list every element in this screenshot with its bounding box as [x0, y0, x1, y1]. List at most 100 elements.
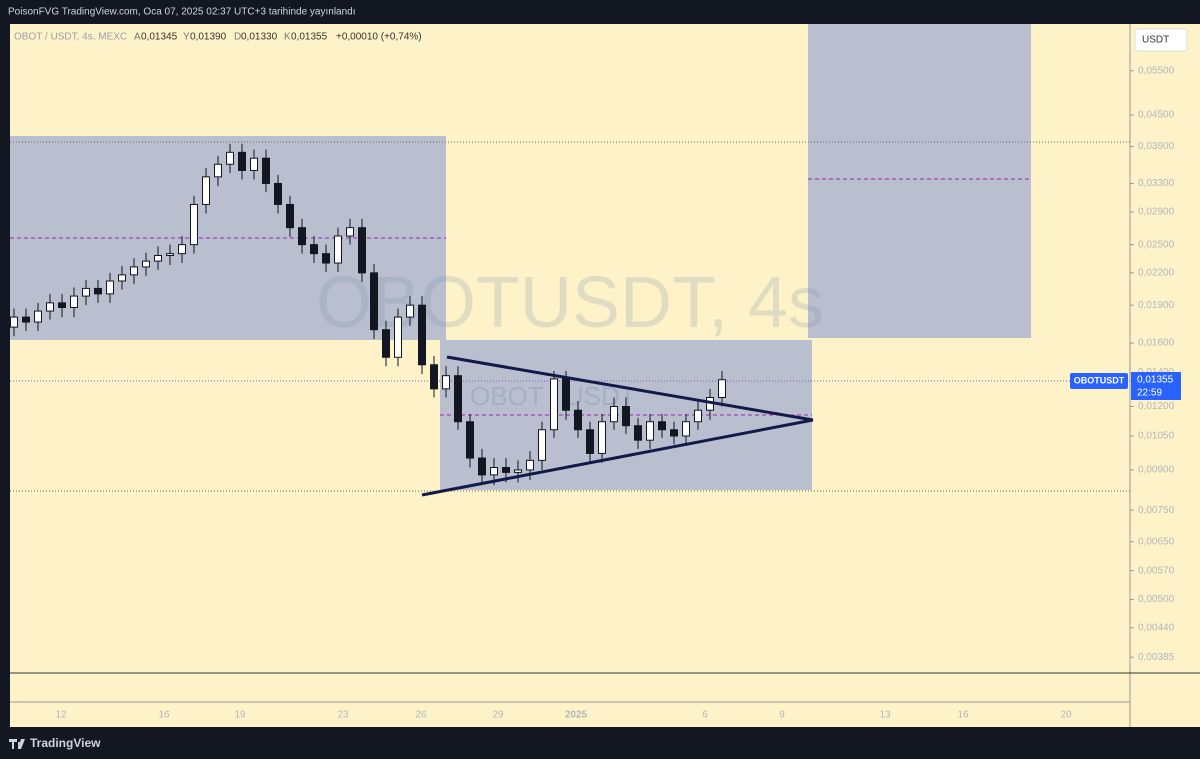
candle-body	[286, 203, 294, 229]
price-axis-background	[1130, 24, 1200, 702]
x-tick-label: 16	[158, 710, 170, 721]
candle-body	[310, 244, 318, 255]
candle-body	[118, 274, 126, 282]
candle-body	[646, 421, 654, 441]
y-tick-label: 0,02900	[1138, 207, 1175, 218]
x-tick-label: 9	[779, 710, 785, 721]
candle-body	[298, 227, 306, 246]
candle-body	[34, 310, 42, 323]
y-tick-label: 0,01200	[1138, 401, 1175, 412]
y-tick-label: 0,04500	[1138, 110, 1175, 121]
trend-line	[421, 418, 814, 497]
candle-body	[550, 378, 558, 431]
y-tick-label: 0,00385	[1138, 652, 1175, 663]
candle-body	[274, 182, 282, 205]
candle-body	[22, 316, 30, 323]
candle-body	[574, 409, 582, 431]
x-tick-label: 2025	[565, 710, 588, 721]
candle-body	[130, 266, 138, 276]
ohlc-value: 0,01390	[190, 32, 227, 43]
candle-body	[514, 469, 522, 473]
candle-body	[634, 425, 642, 441]
candle-body	[610, 406, 618, 423]
currency-button-label[interactable]: USDT	[1142, 35, 1169, 46]
x-tick-label: 29	[492, 710, 504, 721]
candle-body	[682, 421, 690, 437]
candle-body	[538, 429, 546, 461]
logo	[9, 739, 25, 749]
candle-body	[154, 255, 162, 262]
candle-body	[658, 421, 666, 431]
candle-body	[94, 287, 102, 295]
ohlc-label: Y	[183, 32, 190, 43]
candle-body	[166, 253, 174, 257]
ohlc-label: D	[234, 32, 241, 43]
legend: OBOT / USDT, 4s, MEXC A 0,01345 Y 0,0139…	[14, 32, 422, 43]
candle-body	[718, 379, 726, 399]
currency-button[interactable]	[1134, 28, 1188, 52]
candle-body	[262, 157, 270, 184]
y-tick-label: 0,03900	[1138, 141, 1175, 152]
x-tick-label: 23	[337, 710, 349, 721]
candle-body	[466, 421, 474, 459]
y-tick-label: 0,00650	[1138, 536, 1175, 547]
candle-body	[490, 467, 498, 476]
y-tick-label: 0,05500	[1138, 65, 1175, 76]
candle-body	[58, 302, 66, 309]
candle-body	[106, 280, 114, 295]
x-tick-label: 26	[415, 710, 427, 721]
candle-body	[622, 406, 630, 427]
publisher: PoisonFVG TradingView.com, Oca 07, 2025 …	[8, 7, 356, 18]
candle-body	[358, 227, 366, 274]
candle-body	[142, 260, 150, 268]
price-tag	[1131, 372, 1181, 400]
candle-body	[418, 304, 426, 366]
candle-body	[502, 467, 510, 473]
candle-body	[226, 151, 234, 165]
ohlc-value: 0,01330	[241, 32, 278, 43]
candle-body	[10, 316, 18, 328]
candle-body	[370, 272, 378, 331]
y-tick-label: 0,00570	[1138, 565, 1175, 576]
candle-body	[214, 163, 222, 178]
triangle	[421, 355, 814, 497]
candle-body	[562, 378, 570, 411]
candle-body	[430, 364, 438, 390]
brand: TradingView	[30, 736, 101, 750]
candle-body	[250, 157, 258, 171]
y-tick-label: 0,00440	[1138, 622, 1175, 633]
x-tick-label: 20	[1060, 710, 1072, 721]
x-tick-label: 16	[957, 710, 969, 721]
time-axis-background	[10, 702, 1200, 727]
x-tick-label: 12	[55, 710, 67, 721]
candle-body	[454, 375, 462, 423]
candle-body	[694, 409, 702, 423]
x-tick-label: 6	[702, 710, 708, 721]
y-tick-label: 0,01900	[1138, 300, 1175, 311]
candle-body	[670, 429, 678, 437]
y-tick-label: 0,01600	[1138, 338, 1175, 349]
x-tick-label: 19	[234, 710, 246, 721]
ohlc-value: 0,01345	[141, 32, 178, 43]
ohlc-value: 0,01355	[291, 32, 328, 43]
change: +0,00010 (+0,74%)	[336, 32, 422, 43]
candle-body	[526, 459, 534, 471]
candle-body	[586, 429, 594, 454]
candle-body	[322, 253, 330, 264]
x-tick-label: 13	[879, 710, 891, 721]
ohlc-label: A	[134, 32, 141, 43]
candle-body	[334, 235, 342, 264]
candle-body	[598, 421, 606, 454]
price-tag-value: 0,01355	[1137, 375, 1174, 386]
candle-body	[406, 304, 414, 318]
candle-body	[394, 316, 402, 358]
trend-line	[446, 355, 814, 422]
y-tick-label: 0,03300	[1138, 178, 1175, 189]
candle-body	[238, 151, 246, 171]
symbol-tag-label: OBOTUSDT	[1074, 375, 1125, 385]
candle-body	[46, 302, 54, 312]
price-tag-countdown: 22:59	[1137, 388, 1162, 399]
candle-body	[382, 329, 390, 358]
